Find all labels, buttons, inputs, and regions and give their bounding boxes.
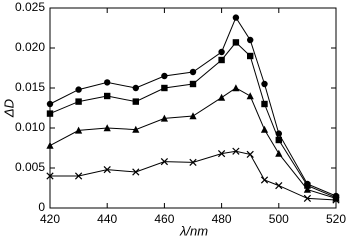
- marker: [103, 165, 111, 174]
- marker: [189, 80, 197, 88]
- y-tick-label: 0.010: [15, 120, 45, 134]
- y-tick-label: 0.020: [15, 40, 45, 54]
- marker: [260, 176, 269, 184]
- y-tick-label: 0: [38, 200, 45, 214]
- marker: [189, 158, 197, 167]
- x-tick-label: 520: [326, 212, 346, 226]
- marker: [104, 79, 111, 86]
- marker: [218, 56, 225, 64]
- marker: [104, 92, 111, 100]
- marker: [132, 125, 140, 133]
- marker: [246, 92, 254, 100]
- marker: [246, 150, 254, 159]
- y-tick-label: 0.005: [15, 160, 45, 174]
- marker: [261, 100, 268, 108]
- marker: [247, 52, 254, 60]
- plot-frame: [49, 7, 337, 209]
- marker: [247, 36, 254, 44]
- marker: [74, 172, 83, 180]
- marker: [46, 100, 54, 108]
- x-tick-label: 480: [212, 212, 232, 226]
- marker: [275, 181, 283, 190]
- marker: [103, 124, 111, 132]
- marker: [217, 149, 226, 158]
- y-axis-title: ΔD: [1, 99, 16, 118]
- marker: [260, 125, 269, 133]
- x-axis-title: λ/nm: [179, 223, 208, 238]
- marker: [218, 48, 225, 56]
- series-line: [49, 87, 337, 199]
- marker: [132, 98, 139, 105]
- marker: [46, 172, 54, 180]
- marker: [261, 80, 268, 88]
- marker: [46, 141, 54, 149]
- x-tick-label: 440: [97, 212, 117, 226]
- marker: [189, 68, 197, 76]
- marker: [46, 110, 54, 117]
- marker: [275, 149, 283, 157]
- marker: [160, 114, 168, 122]
- marker: [304, 182, 311, 189]
- marker: [161, 84, 168, 92]
- marker: [132, 84, 139, 92]
- y-tick-label: 0.015: [15, 80, 45, 94]
- marker: [161, 72, 168, 80]
- marker: [75, 98, 82, 105]
- y-tick-label: 0.025: [15, 0, 45, 14]
- marker: [75, 126, 83, 134]
- marker: [232, 39, 240, 46]
- marker: [160, 157, 169, 166]
- x-tick-label: 460: [154, 212, 174, 226]
- marker: [75, 86, 82, 93]
- series-line: [49, 41, 337, 199]
- marker: [232, 84, 240, 92]
- marker: [303, 185, 311, 193]
- x-tick-label: 500: [269, 212, 289, 226]
- x-tick-label: 420: [40, 212, 60, 226]
- marker: [132, 168, 140, 176]
- marker: [232, 147, 240, 155]
- marker: [232, 14, 240, 21]
- marker: [332, 196, 340, 204]
- marker: [189, 112, 197, 120]
- marker: [303, 194, 312, 203]
- marker: [218, 93, 226, 101]
- series-line: [49, 16, 337, 197]
- marker: [275, 136, 282, 144]
